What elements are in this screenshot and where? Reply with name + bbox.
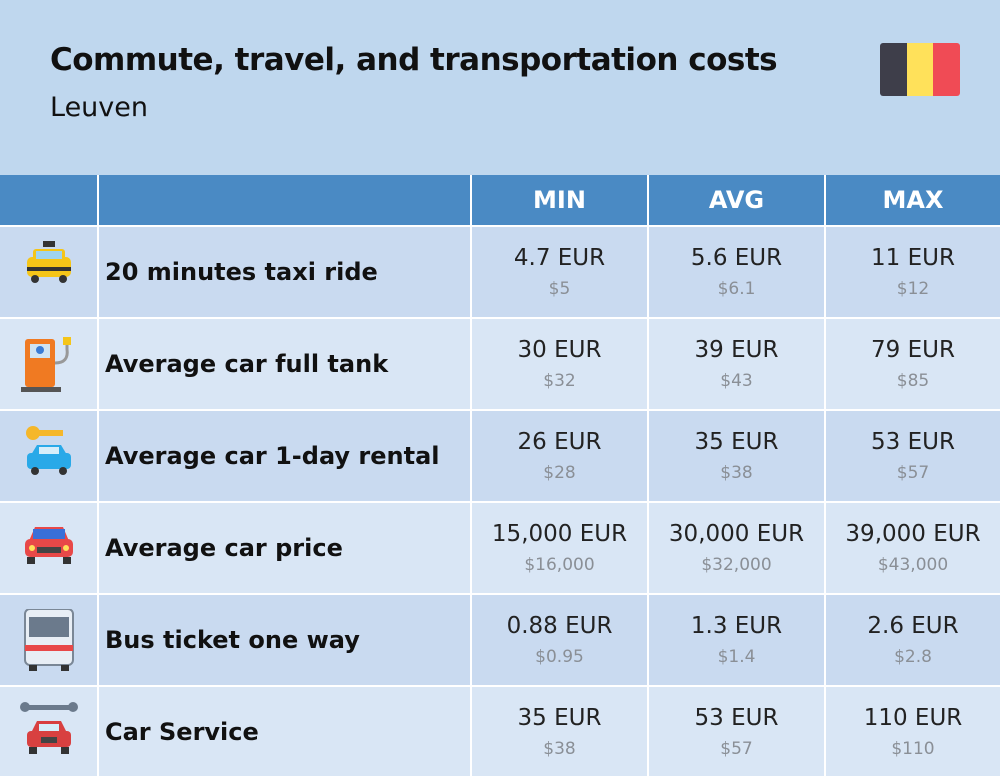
label-cell: Average car price — [97, 503, 470, 593]
value-cell: 1.3 EUR $1.4 — [647, 595, 824, 685]
row-label: Average car 1-day rental — [105, 442, 440, 470]
row-label: Average car price — [105, 534, 343, 562]
table-row: 20 minutes taxi ride 4.7 EUR $5 5.6 EUR $6.1… — [0, 225, 1000, 317]
eur-value: 26 EUR — [517, 429, 602, 455]
eur-value: 39,000 EUR — [845, 521, 981, 547]
value-cell: 0.88 EUR $0.95 — [470, 595, 647, 685]
eur-value: 0.88 EUR — [506, 613, 613, 639]
icon — [23, 609, 74, 671]
usd-value: $6.1 — [717, 279, 756, 299]
value-cell: 4.7 EUR $5 — [470, 227, 647, 317]
value-cell: 30,000 EUR $32,000 — [647, 503, 824, 593]
eur-value: 4.7 EUR — [513, 245, 606, 271]
usd-value: $38 — [543, 739, 576, 759]
value-cell: 26 EUR $28 — [470, 411, 647, 501]
row-label: Car Service — [105, 718, 259, 746]
usd-value: $43,000 — [877, 555, 949, 575]
eur-value: 15,000 EUR — [491, 521, 628, 547]
value-cell: 5.6 EUR $6.1 — [647, 227, 824, 317]
column-header: MIN — [470, 175, 647, 225]
eur-value: 35 EUR — [517, 705, 602, 731]
eur-value: 53 EUR — [694, 705, 779, 731]
usd-value: $32 — [543, 371, 576, 391]
usd-value: $1.4 — [717, 647, 756, 667]
column-header: AVG — [647, 175, 824, 225]
eur-value: 1.3 EUR — [690, 613, 783, 639]
table-row: Bus ticket one way 0.88 EUR $0.95 1.3 EUR $1… — [0, 593, 1000, 685]
header-cell — [0, 175, 97, 225]
usd-value: $110 — [891, 739, 935, 759]
column-header: MAX — [824, 175, 1000, 225]
eur-value: 79 EUR — [871, 337, 955, 363]
usd-value: $57 — [896, 463, 930, 483]
icon — [20, 337, 71, 392]
usd-value: $5 — [548, 279, 571, 299]
usd-value: $38 — [720, 463, 753, 483]
row-label: 20 minutes taxi ride — [105, 258, 378, 286]
table-row: Average car full tank 30 EUR $32 39 EUR $43 7… — [0, 317, 1000, 409]
eur-value: 53 EUR — [871, 429, 955, 455]
value-cell: 15,000 EUR $16,000 — [470, 503, 647, 593]
eur-value: 5.6 EUR — [690, 245, 783, 271]
icon — [24, 527, 73, 564]
eur-value: 110 EUR — [863, 705, 963, 731]
table: MIN AVG MAX 20 minutes taxi ride 4.7 EUR $… — [0, 175, 1000, 776]
label-cell: Car Service — [97, 687, 470, 776]
header-row: MIN AVG MAX — [0, 175, 1000, 225]
value-cell: 53 EUR $57 — [824, 411, 1000, 501]
header-cell — [97, 175, 470, 225]
value-cell: 110 EUR $110 — [824, 687, 1000, 776]
eur-value: 11 EUR — [871, 245, 955, 271]
value-cell: 11 EUR $12 — [824, 227, 1000, 317]
value-cell: 35 EUR $38 — [647, 411, 824, 501]
usd-value: $16,000 — [524, 555, 595, 575]
usd-value: $28 — [543, 463, 576, 483]
usd-value: $43 — [720, 371, 753, 391]
value-cell: 39 EUR $43 — [647, 319, 824, 409]
icon-cell — [0, 411, 97, 501]
usd-value: $2.8 — [894, 647, 932, 667]
subtitle: Leuven — [50, 92, 148, 123]
value-cell: 79 EUR $85 — [824, 319, 1000, 409]
eur-value: 30,000 EUR — [668, 521, 805, 547]
title: Commute, travel, and transportation cost… — [50, 42, 778, 78]
eur-value: 30 EUR — [517, 337, 602, 363]
icon-cell — [0, 227, 97, 317]
label-cell: Bus ticket one way — [97, 595, 470, 685]
table-row: Car Service 35 EUR $38 53 EUR $57 110 EUR $110 — [0, 685, 1000, 776]
label-cell: 20 minutes taxi ride — [97, 227, 470, 317]
value-cell: 30 EUR $32 — [470, 319, 647, 409]
value-cell: 2.6 EUR $2.8 — [824, 595, 1000, 685]
usd-value: $85 — [896, 371, 930, 391]
icon-cell — [0, 595, 97, 685]
row-label: Average car full tank — [105, 350, 389, 378]
icon — [25, 426, 71, 475]
eur-value: 35 EUR — [694, 429, 779, 455]
value-cell: 53 EUR $57 — [647, 687, 824, 776]
value-cell: 35 EUR $38 — [470, 687, 647, 776]
icon-cell — [0, 687, 97, 776]
usd-value: $57 — [720, 739, 753, 759]
usd-value: $0.95 — [535, 647, 584, 667]
icon — [19, 702, 78, 754]
table-row: Average car 1-day rental 26 EUR $28 35 EUR $… — [0, 409, 1000, 501]
icon — [26, 241, 71, 283]
label-cell: Average car 1-day rental — [97, 411, 470, 501]
value-cell: 39,000 EUR $43,000 — [824, 503, 1000, 593]
row-label: Bus ticket one way — [105, 626, 360, 654]
eur-value: 2.6 EUR — [867, 613, 959, 639]
icon-cell — [0, 319, 97, 409]
label-cell: Average car full tank — [97, 319, 470, 409]
eur-value: 39 EUR — [694, 337, 779, 363]
usd-value: $12 — [896, 279, 930, 299]
usd-value: $32,000 — [701, 555, 772, 575]
flag — [880, 43, 960, 96]
table-row: Average car price 15,000 EUR $16,000 30,000… — [0, 501, 1000, 593]
icon-cell — [0, 503, 97, 593]
